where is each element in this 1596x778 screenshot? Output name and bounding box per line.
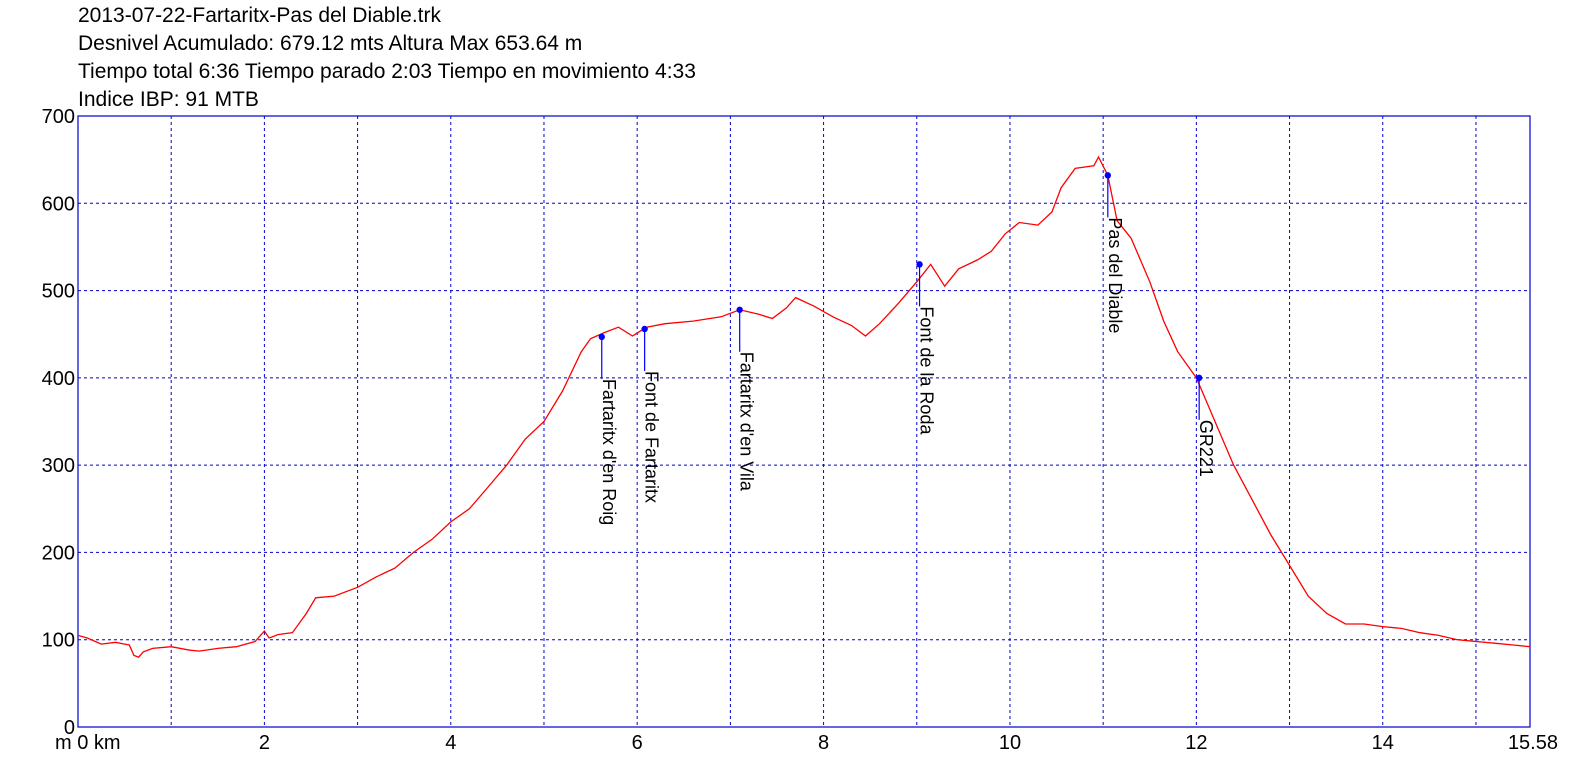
y-tick-label: 100 [42,630,75,652]
x-tick-label: 2 [259,732,270,754]
y-tick-label: 500 [42,281,75,303]
x-tick-label: 12 [1185,732,1207,754]
x-tick-label: 6 [632,732,643,754]
y-tick-label: 0 [64,717,75,739]
waypoint-label: GR221 [1196,420,1216,477]
y-axis: 0 100 200 300 400 500 600 700 [42,106,75,739]
x-axis: m 0 km 2 4 6 8 10 12 14 15.58 [55,732,1558,754]
x-tick-label: m 0 km [55,732,121,754]
grid [78,116,1530,727]
y-tick-label: 200 [42,542,75,564]
elevation-summary: Desnivel Acumulado: 679.12 mts Altura Ma… [78,32,583,55]
y-tick-label: 600 [42,193,75,215]
waypoint-marker [736,306,743,313]
waypoints: Fartaritx d'en Roig Font de Fartaritx Fart… [598,172,1216,526]
waypoint-marker [916,261,923,268]
waypoint-marker [641,325,648,333]
waypoint-label: Fartaritx d'en Roig [599,379,619,526]
elevation-line [77,155,1531,658]
chart-header: 2013-07-22-Fartaritx-Pas del Diable.trk … [78,2,696,114]
waypoint-label: Font de la Roda [917,306,937,435]
time-summary: Tiempo total 6:36 Tiempo parado 2:03 Tie… [78,60,696,83]
y-tick-label: 700 [42,106,75,128]
ibp-index: Indice IBP: 91 MTB [78,88,259,111]
x-tick-label: 14 [1372,732,1394,754]
waypoint-label: Font de Fartaritx [642,371,662,503]
waypoint-marker [1195,374,1203,382]
y-tick-label: 400 [42,368,75,390]
y-tick-label: 300 [42,455,75,477]
x-tick-label: 15.58 [1508,732,1558,754]
plot-frame [77,115,1531,728]
waypoint-label: Pas del Diable [1105,217,1125,333]
x-tick-label: 4 [445,732,456,754]
waypoint-marker [598,333,605,341]
x-tick-label: 8 [818,732,829,754]
waypoint-marker [1104,172,1112,179]
waypoint-label: Fartaritx d'en Vila [737,352,757,492]
x-tick-label: 10 [999,732,1021,754]
track-title: 2013-07-22-Fartaritx-Pas del Diable.trk [78,4,441,27]
